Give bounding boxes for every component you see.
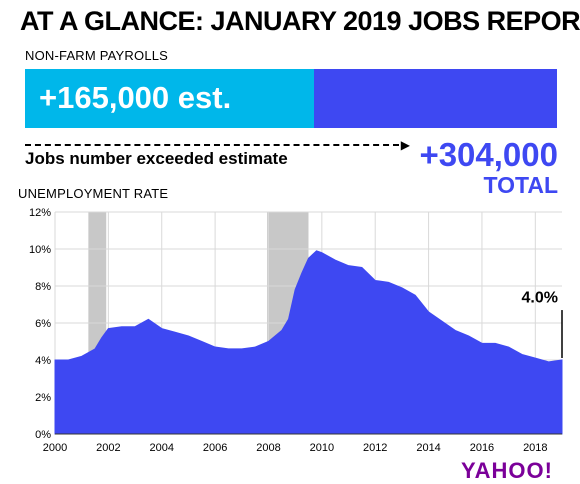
annotation-label: 4.0% bbox=[522, 290, 558, 307]
chart-title: UNEMPLOYMENT RATE bbox=[18, 186, 169, 201]
estimate-bar bbox=[25, 69, 314, 128]
page-title: AT A GLANCE: JANUARY 2019 JOBS REPORT bbox=[20, 6, 580, 36]
x-tick-label: 2004 bbox=[149, 442, 173, 454]
y-tick-label: 4% bbox=[35, 355, 51, 367]
x-tick-label: 2014 bbox=[416, 442, 440, 454]
x-tick-label: 2002 bbox=[96, 442, 120, 454]
exceeded-text: Jobs number exceeded estimate bbox=[25, 149, 288, 168]
unemployment-area bbox=[54, 250, 563, 435]
dashed-line bbox=[25, 144, 399, 146]
x-tick-label: 2012 bbox=[363, 442, 387, 454]
unemployment-chart: 0% 2% 4% 6% 8% 10% 12% 2000 2002 2004 2006 2008 2010… bbox=[29, 207, 563, 454]
y-tick-label: 10% bbox=[29, 244, 51, 256]
total-number: +304,000 bbox=[419, 136, 558, 173]
x-tick-label: 2010 bbox=[310, 442, 334, 454]
y-tick-label: 2% bbox=[35, 392, 51, 404]
estimate-text: +165,000 est. bbox=[39, 80, 232, 115]
y-tick-label: 0% bbox=[35, 429, 51, 441]
x-tick-label: 2018 bbox=[523, 442, 547, 454]
x-tick-label: 2008 bbox=[256, 442, 280, 454]
total-label: TOTAL bbox=[483, 172, 558, 198]
exceeded-arrow: ▶ bbox=[25, 138, 410, 152]
yahoo-logo: YAHOO! bbox=[461, 458, 553, 483]
x-tick-label: 2000 bbox=[43, 442, 67, 454]
arrow-right-icon: ▶ bbox=[400, 138, 410, 152]
y-tick-label: 6% bbox=[35, 318, 51, 330]
payrolls-label: NON-FARM PAYROLLS bbox=[25, 48, 169, 63]
y-tick-label: 8% bbox=[35, 281, 51, 293]
x-tick-label: 2006 bbox=[203, 442, 227, 454]
y-tick-label: 12% bbox=[29, 207, 51, 219]
x-tick-label: 2016 bbox=[470, 442, 494, 454]
payrolls-bar: +165,000 est. bbox=[25, 69, 557, 128]
